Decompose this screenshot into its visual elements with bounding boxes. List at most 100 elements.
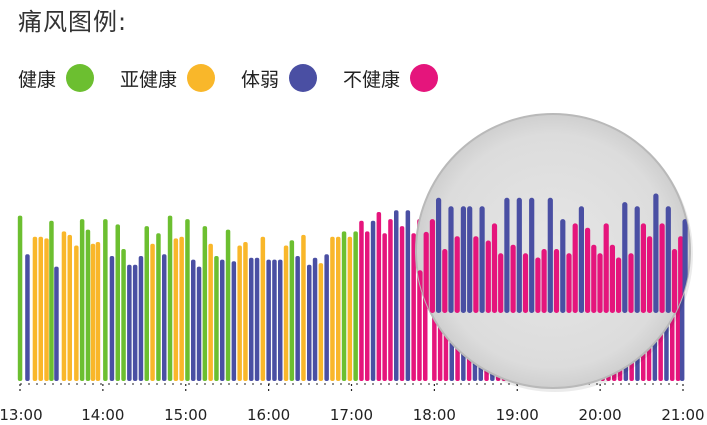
bar-50 <box>312 257 318 381</box>
bar-67 <box>411 233 416 381</box>
legend-label-unhealthy: 不健康 <box>343 68 401 91</box>
x-tick-label-0: 13:00 <box>0 406 43 424</box>
bar-58 <box>359 220 364 381</box>
bar-52 <box>324 254 329 381</box>
x-tick-label-6: 19:00 <box>496 406 539 424</box>
bar-23 <box>156 233 161 381</box>
bar-35 <box>225 229 231 381</box>
magnified-bar-11 <box>485 240 491 313</box>
x-ticks: 13:00 14:00 15:00 16:00 17:00 18:00 19:00 20:00… <box>0 384 705 424</box>
legend-item-healthy: 健康 <box>18 64 95 92</box>
magnified-bar-21 <box>547 197 553 313</box>
bar-55 <box>341 231 347 381</box>
bar-5 <box>49 220 54 381</box>
bar-33 <box>214 256 219 381</box>
magnified-bar-14 <box>504 197 510 313</box>
bar-14 <box>103 219 108 381</box>
legend: 健康 亚健康 体弱 不健康 <box>18 60 464 96</box>
bar-29 <box>191 259 196 381</box>
bar-42 <box>266 259 271 381</box>
bar-61 <box>376 212 382 381</box>
bar-59 <box>365 231 370 381</box>
bar-15 <box>109 256 115 381</box>
x-tick-label-7: 20:00 <box>579 406 622 424</box>
bar-24 <box>162 254 167 381</box>
bar-8 <box>67 234 72 381</box>
bar-12 <box>90 243 96 381</box>
bar-34 <box>220 259 225 381</box>
bar-19 <box>132 264 138 381</box>
magnified-bar-5 <box>448 206 454 313</box>
bar-36 <box>231 261 237 381</box>
magnified-bar-6 <box>454 236 460 313</box>
bar-57 <box>353 231 358 381</box>
bar-32 <box>208 243 213 381</box>
legend-label-healthy: 健康 <box>18 68 57 91</box>
magnified-bar-25 <box>572 223 578 313</box>
bar-65 <box>399 226 405 381</box>
magnified-bar-24 <box>566 253 572 313</box>
bar-62 <box>382 233 387 381</box>
legend-item-unhealthy: 不健康 <box>343 64 439 92</box>
bar-44 <box>278 259 283 381</box>
magnified-bar-34 <box>628 253 634 313</box>
bar-21 <box>144 226 149 381</box>
legend-item-weak: 体弱 <box>241 64 318 92</box>
bar-46 <box>289 240 295 381</box>
magnified-bar-26 <box>578 206 584 313</box>
bar-63 <box>388 219 393 381</box>
x-tick-label-2: 15:00 <box>164 406 207 424</box>
magnified-bar-4 <box>442 249 448 313</box>
magnified-bar-8 <box>467 206 473 313</box>
magnified-bar-10 <box>479 206 485 313</box>
bar-48 <box>301 234 306 381</box>
bar-64 <box>394 210 399 381</box>
bar-13 <box>95 242 101 381</box>
bar-28 <box>185 219 190 381</box>
bar-60 <box>370 220 376 381</box>
magnified-bar-16 <box>516 197 522 313</box>
magnified-bar-37 <box>647 236 653 313</box>
magnified-bar-7 <box>460 206 466 313</box>
magnified-bar-31 <box>609 244 615 313</box>
bar-10 <box>79 219 85 381</box>
bar-1 <box>25 254 30 381</box>
bar-66 <box>405 210 411 381</box>
magnified-bar-23 <box>560 219 566 313</box>
bar-30 <box>196 266 202 381</box>
magnified-bar-3 <box>436 197 442 313</box>
bar-9 <box>74 245 79 381</box>
bar-27 <box>179 236 184 381</box>
bar-49 <box>307 264 312 381</box>
bar-3 <box>38 236 43 381</box>
bar-45 <box>283 245 289 381</box>
bar-20 <box>138 256 144 381</box>
x-tick-label-3: 16:00 <box>247 406 290 424</box>
magnified-bar-29 <box>597 253 603 313</box>
x-tick-label-1: 14:00 <box>81 406 124 424</box>
x-tick-label-4: 17:00 <box>330 406 373 424</box>
magnified-bar-19 <box>535 257 541 313</box>
bar-56 <box>347 236 353 381</box>
magnified-bar-35 <box>634 206 640 313</box>
bar-41 <box>260 236 266 381</box>
bar-6 <box>54 266 59 381</box>
bar-53 <box>330 236 335 381</box>
magnified-bar-27 <box>585 227 591 313</box>
bar-39 <box>249 257 254 381</box>
magnified-bar-9 <box>473 236 479 313</box>
bar-47 <box>295 256 300 381</box>
legend-swatch-subhealthy <box>187 64 216 92</box>
magnified-bar-28 <box>591 244 597 313</box>
magnifier-lens <box>415 113 693 392</box>
bar-18 <box>127 264 132 381</box>
magnified-bar-13 <box>498 253 504 313</box>
bar-31 <box>202 226 208 381</box>
bar-22 <box>150 243 155 381</box>
legend-swatch-weak <box>289 64 318 92</box>
bar-54 <box>336 236 341 381</box>
chart-title: 痛风图例: <box>18 8 128 36</box>
magnified-bar-15 <box>510 244 516 313</box>
bar-17 <box>121 249 126 381</box>
bar-38 <box>243 242 248 381</box>
